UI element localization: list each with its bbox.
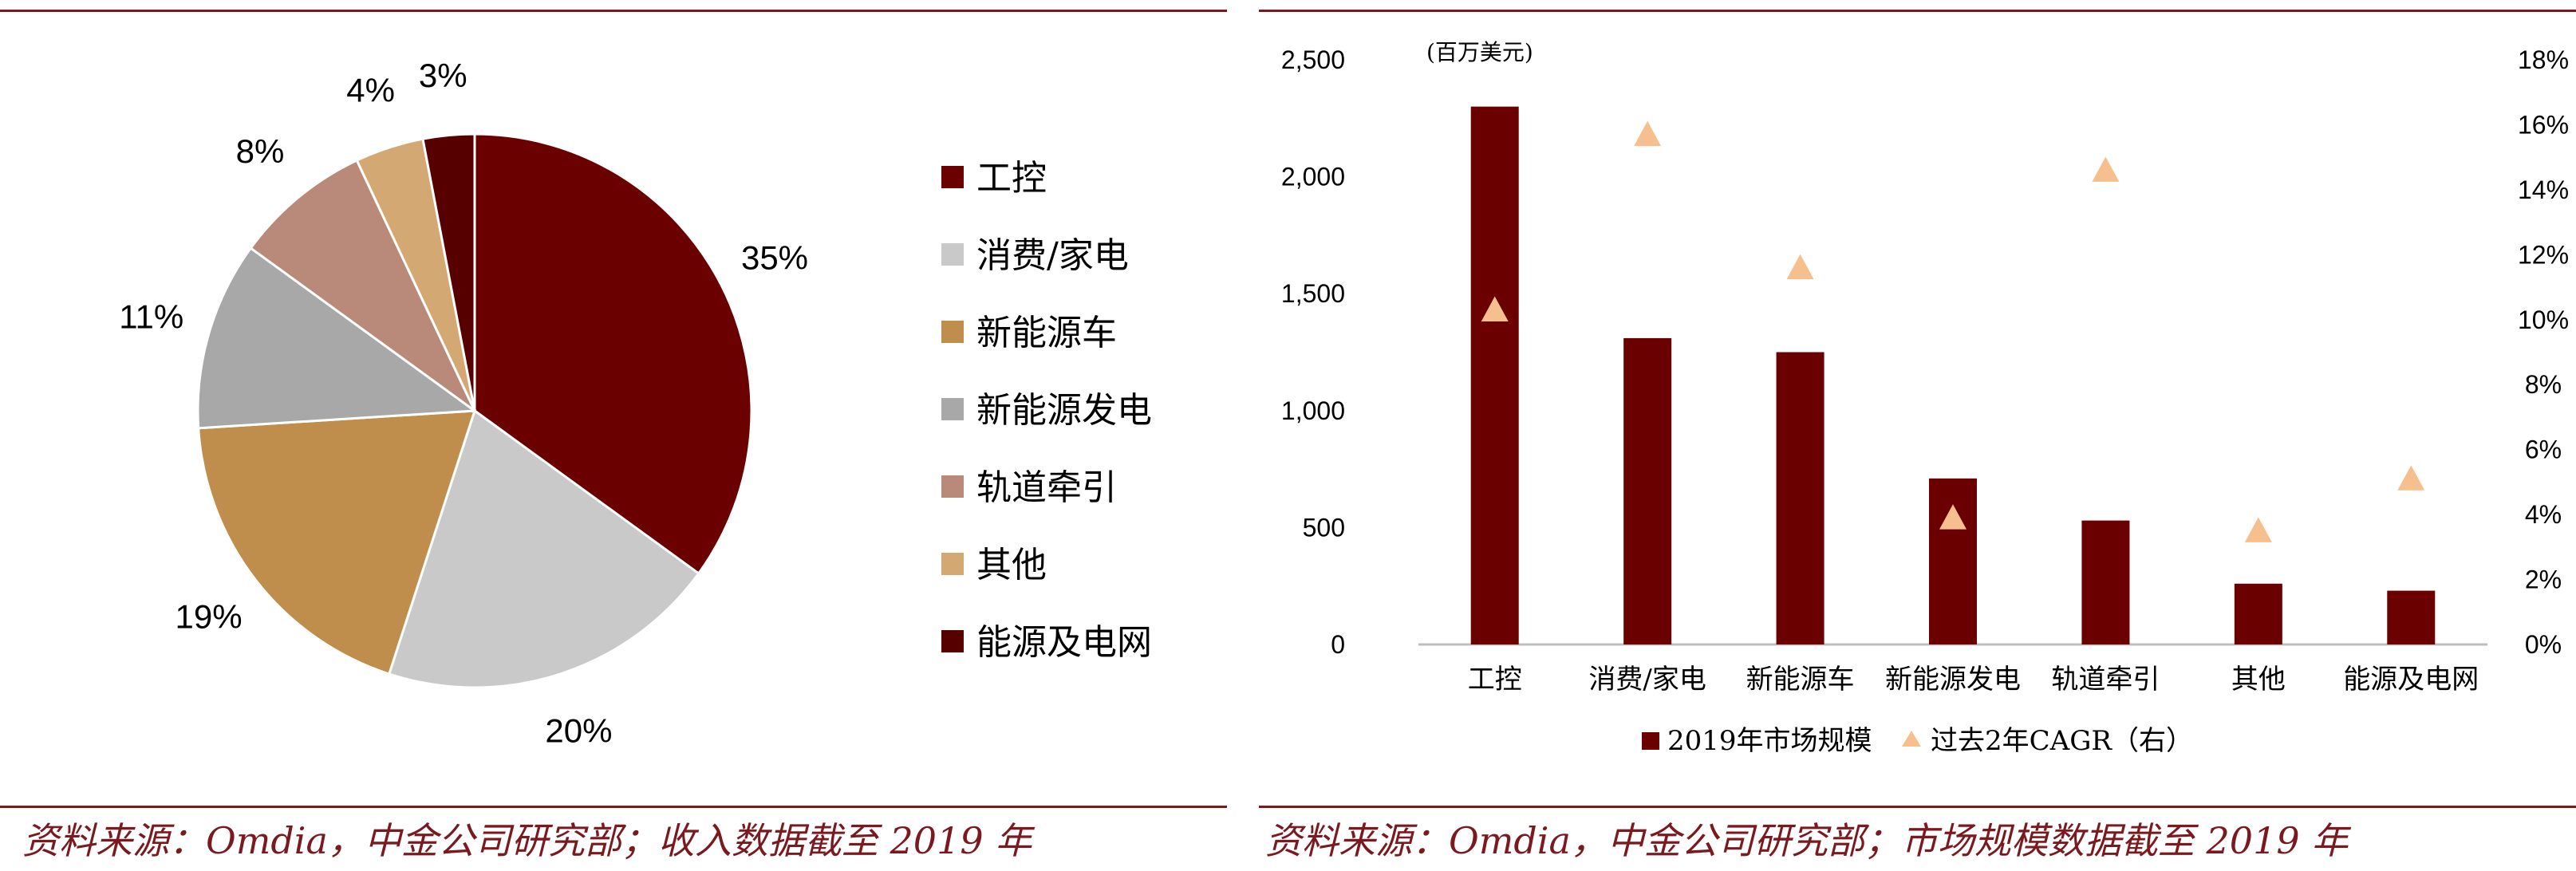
legend-label: 新能源车 [976, 313, 1117, 353]
cagr-marker [2397, 465, 2425, 491]
cagr-marker [2092, 156, 2120, 182]
pie-slice [249, 159, 476, 412]
legend-swatch [941, 321, 964, 343]
y-tick-label: 1,500 [1281, 279, 1345, 308]
bar [1776, 352, 1825, 644]
pie-slice [421, 132, 476, 412]
cagr-marker [2244, 517, 2272, 542]
pie-value-label: 11% [119, 298, 183, 335]
bar [2234, 583, 2282, 644]
legend-marker [1902, 731, 1921, 747]
x-tick-label: 新能源发电 [1885, 664, 2021, 696]
bar-chart: (百万美元) 0 500 1,000 1,500 2,000 2,500 0% 2% 4% 6% 8%… [1281, 39, 2569, 757]
cagr-marker [1481, 296, 1509, 322]
legend-label: 新能源发电 [976, 390, 1152, 431]
y-tick-label: 500 [1303, 513, 1345, 542]
x-tick-label: 消费/家电 [1588, 664, 1706, 696]
top-rule [1259, 10, 2576, 12]
pie-value-label: 19% [176, 598, 243, 636]
legend-label: 2019年市场规模 [1667, 725, 1872, 757]
pie-slice [197, 409, 477, 676]
y-tick-label: 1,000 [1281, 396, 1345, 425]
legend-label: 轨道牵引 [976, 467, 1117, 508]
pie-slice [387, 408, 700, 689]
bottom-rule [0, 806, 1227, 808]
pie-value-label: 4% [346, 72, 395, 109]
y2-tick-label: 8% [2525, 370, 2562, 399]
cagr-marker [1634, 120, 1662, 147]
y2-tick-label: 12% [2518, 240, 2569, 269]
x-tick-label: 新能源车 [1746, 664, 1855, 696]
legend-swatch [1642, 732, 1659, 750]
y2-tick-label: 14% [2518, 175, 2569, 204]
legend-swatch [941, 475, 964, 498]
pie-chart: 35% 20% 19% 11% 8% 4% 3% 工控消费/家电新能源车新能源发电轨道牵引其他… [119, 57, 1152, 749]
pie-value-label: 20% [545, 711, 612, 749]
y2-tick-label: 10% [2518, 305, 2569, 334]
legend-label: 能源及电网 [976, 622, 1152, 663]
pie-value-label: 3% [419, 57, 467, 94]
pie-value-label: 8% [236, 132, 285, 170]
legend-swatch [941, 553, 964, 575]
cagr-marker [1786, 254, 1814, 280]
unit-label: (百万美元) [1426, 39, 1533, 65]
bar-chart-panel: (百万美元) 0 500 1,000 1,500 2,000 2,500 0% 2% 4% 6% 8%… [1259, 0, 2576, 871]
y2-tick-label: 4% [2525, 500, 2562, 529]
bar [1929, 478, 1977, 644]
legend-swatch [941, 630, 964, 652]
y2-tick-label: 0% [2525, 630, 2562, 659]
bottom-rule [1259, 806, 2576, 808]
bar [1623, 337, 1672, 644]
source-note: 资料来源：Omdia，中金公司研究部；市场规模数据截至 2019 年 [1265, 819, 2349, 862]
legend-swatch [941, 398, 964, 420]
cagr-marker [1939, 504, 1967, 530]
pie-value-label: 35% [741, 238, 808, 276]
legend-label: 工控 [976, 158, 1047, 199]
bar [1470, 106, 1519, 644]
pie-slice [196, 246, 479, 430]
legend-label: 过去2年CAGR（右） [1931, 725, 2193, 757]
legend-label: 消费/家电 [976, 235, 1129, 276]
pie-slice [473, 132, 753, 576]
y2-tick-label: 6% [2525, 436, 2562, 464]
bar [2387, 590, 2436, 644]
x-tick-label: 工控 [1468, 664, 1522, 696]
bar [2081, 520, 2130, 644]
y-tick-label: 2,000 [1281, 163, 1345, 191]
y2-tick-label: 2% [2525, 566, 2562, 594]
y-tick-label: 2,500 [1281, 45, 1345, 74]
legend-label: 其他 [976, 545, 1047, 585]
x-tick-label: 其他 [2231, 664, 2286, 696]
y2-tick-label: 16% [2518, 110, 2569, 139]
x-tick-label: 轨道牵引 [2051, 664, 2160, 696]
y2-tick-label: 18% [2518, 45, 2569, 74]
source-note: 资料来源：Omdia，中金公司研究部；收入数据截至 2019 年 [22, 819, 1032, 862]
top-rule [0, 10, 1227, 12]
legend-swatch [941, 243, 964, 266]
y-tick-label: 0 [1331, 630, 1345, 659]
x-tick-label: 能源及电网 [2343, 664, 2479, 696]
legend-swatch [941, 166, 964, 188]
pie-chart-panel: 35% 20% 19% 11% 8% 4% 3% 工控消费/家电新能源车新能源发电轨道牵引其他… [0, 0, 1227, 871]
